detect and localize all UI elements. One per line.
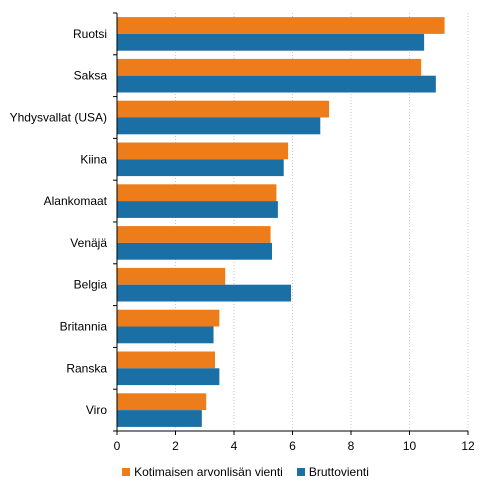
bar: [117, 58, 422, 76]
legend-item-domestic: Kotimaisen arvonlisän vienti: [122, 465, 283, 479]
category-label: Saksa: [74, 69, 108, 83]
bar: [117, 326, 214, 344]
bar: [117, 17, 445, 34]
category-label: Kiina: [80, 152, 107, 166]
bar: [117, 410, 202, 427]
x-tick-label: 0: [114, 439, 121, 453]
bar: [117, 75, 436, 93]
x-tick-label: 2: [172, 439, 179, 453]
category-label: Yhdysvallat (USA): [10, 111, 107, 125]
bar: [117, 142, 289, 160]
bar: [117, 351, 215, 369]
bar: [117, 184, 277, 202]
x-tick-label: 10: [403, 439, 417, 453]
category-label: Ranska: [66, 361, 107, 375]
x-tick-label: 6: [289, 439, 296, 453]
x-tick-label: 12: [461, 439, 475, 453]
bar: [117, 284, 292, 302]
bar: [117, 226, 271, 243]
x-axis: 0 2 4 6 8 10 12: [114, 430, 475, 453]
legend: Kotimaisen arvonlisän vienti Bruttovient…: [0, 462, 491, 482]
bar: [117, 201, 278, 218]
bar: [117, 309, 220, 327]
legend-swatch-gross: [296, 468, 305, 476]
legend-item-gross: Bruttovienti: [296, 465, 369, 479]
bar: [117, 267, 226, 285]
legend-swatch-domestic: [122, 468, 131, 476]
bar: [117, 368, 220, 386]
category-label: Viro: [86, 403, 107, 417]
x-tick-label: 4: [231, 439, 238, 453]
bar: [117, 100, 330, 118]
category-label: Venäjä: [70, 236, 107, 250]
y-axis: Ruotsi Saksa Yhdysvallat (USA) Kiina Alankom…: [10, 12, 118, 432]
legend-label-domestic: Kotimaisen arvonlisän vienti: [134, 465, 283, 479]
bar: [117, 117, 321, 135]
category-label: Alankomaat: [44, 194, 108, 208]
legend-label-gross: Bruttovienti: [308, 465, 369, 479]
x-tick-label: 8: [348, 439, 355, 453]
category-label: Belgia: [74, 278, 108, 292]
category-label: Ruotsi: [73, 27, 107, 41]
bars: [117, 17, 445, 427]
bar: [117, 33, 425, 51]
bar: [117, 393, 207, 411]
bar: [117, 159, 284, 177]
category-label: Britannia: [60, 320, 108, 334]
bar: [117, 242, 273, 260]
